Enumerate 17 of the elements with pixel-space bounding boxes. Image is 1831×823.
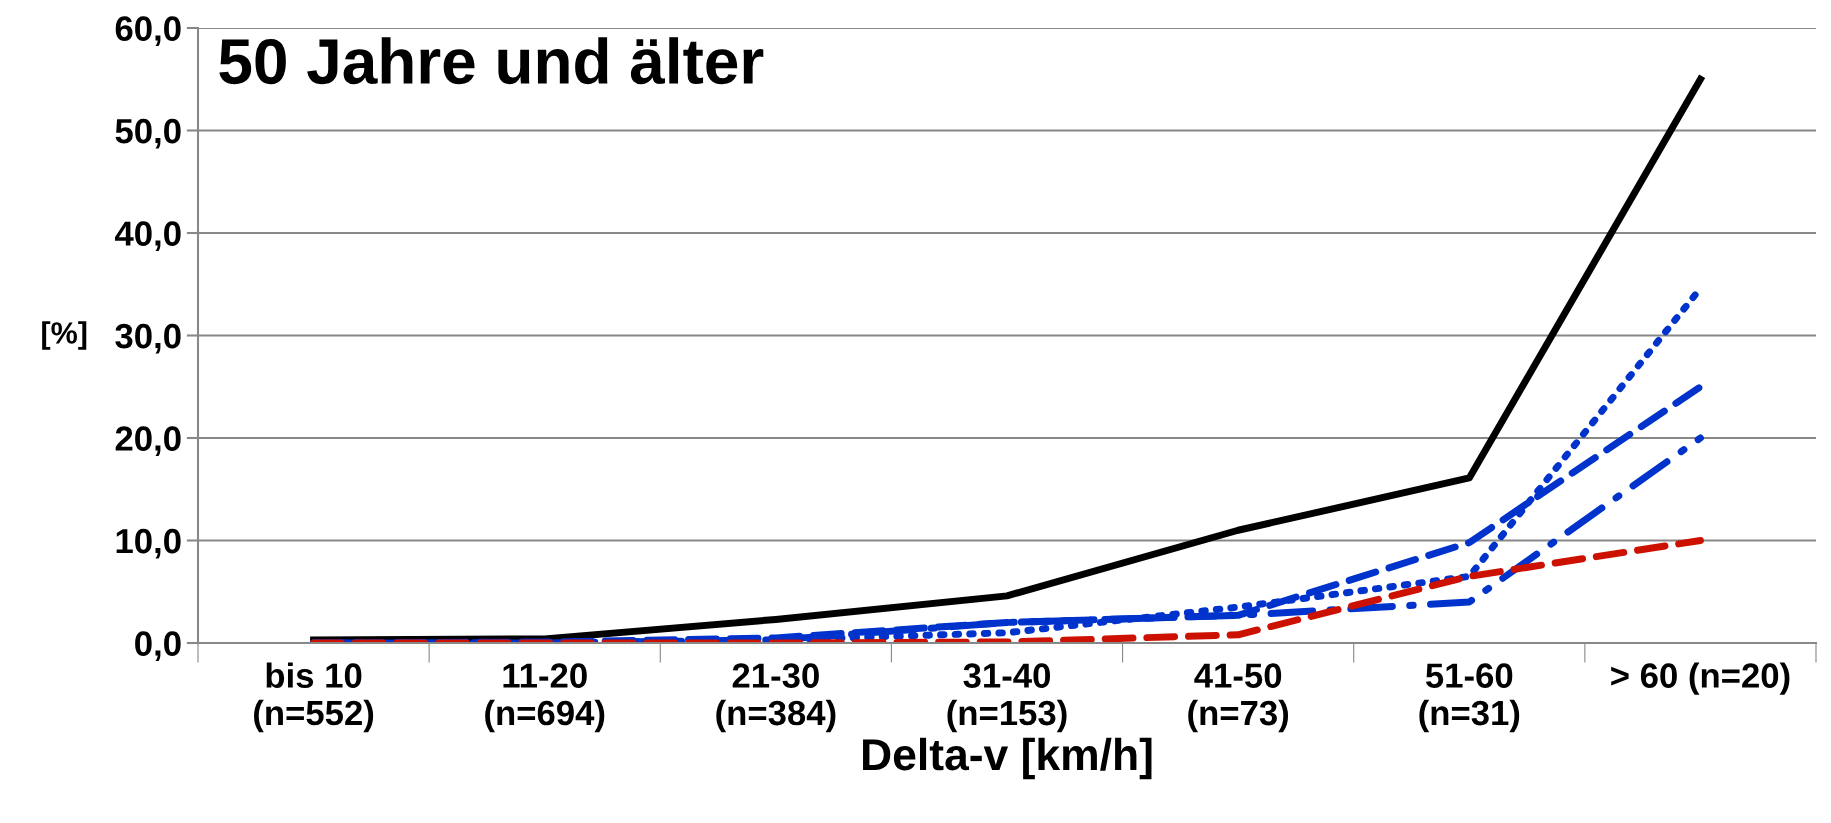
y-tick-label: 50,0 [115,118,181,149]
x-tick-label: 31-40 (n=153) [947,663,1067,733]
y-tick-label: 10,0 [116,528,181,559]
y-axis-title: [%] [42,321,87,350]
x-axis-title: Delta-v [km/h] [863,737,1152,780]
x-tick-label: 21-30 (n=384) [716,663,836,733]
y-tick-label: 60,0 [115,16,181,46]
y-tick-label: 20,0 [115,426,181,456]
x-tick-label: 11-20 (n=694) [485,663,605,733]
x-tick-label: 51-60 (n=31) [1419,663,1520,733]
chart-title: 50 Jahre und älter [219,37,764,85]
y-tick-label: 30,0 [115,323,181,354]
y-tick-label: 40,0 [114,221,181,251]
x-tick-label: 41-50 (n=73) [1188,663,1289,733]
y-tick-label: 0,0 [135,631,181,661]
x-tick-label: bis 10 (n=552) [254,662,374,733]
x-tick-label: > 60 (n=20) [1611,662,1790,695]
